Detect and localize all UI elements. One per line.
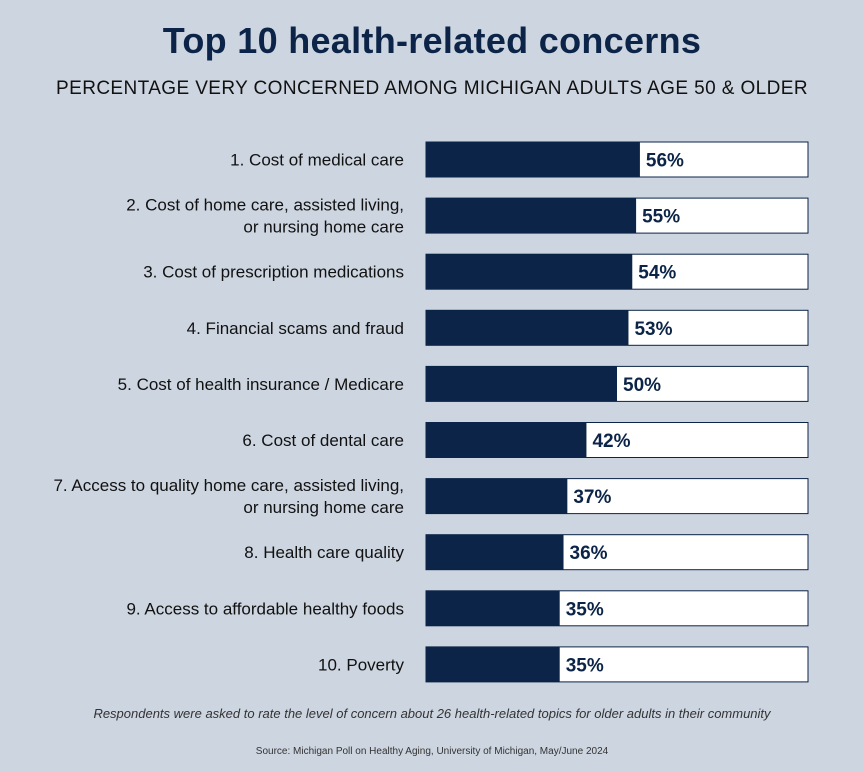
category-label: or nursing home care xyxy=(243,498,404,517)
chart-subtitle: PERCENTAGE VERY CONCERNED AMONG MICHIGAN… xyxy=(56,78,808,99)
source-note: Source: Michigan Poll on Healthy Aging, … xyxy=(255,746,609,757)
category-label: 2. Cost of home care, assisted living, xyxy=(126,196,404,215)
bar xyxy=(426,366,617,402)
bar-value-label: 56% xyxy=(646,151,684,172)
category-label: 4. Financial scams and fraud xyxy=(187,319,404,338)
bar xyxy=(426,590,560,626)
category-label: 3. Cost of prescription medications xyxy=(143,263,404,282)
category-label: 6. Cost of dental care xyxy=(242,431,404,450)
bar-value-label: 55% xyxy=(642,207,680,228)
footnote: Respondents were asked to rate the level… xyxy=(93,706,771,721)
category-label: 7. Access to quality home care, assisted… xyxy=(53,476,404,495)
bar xyxy=(426,254,633,290)
bar-value-label: 37% xyxy=(573,487,611,508)
bar-value-label: 36% xyxy=(570,543,608,564)
bar xyxy=(426,422,587,458)
bar xyxy=(426,198,637,234)
bar xyxy=(426,142,640,177)
category-label: 10. Poverty xyxy=(318,655,404,674)
bar-value-label: 54% xyxy=(638,263,676,284)
bar-value-label: 50% xyxy=(623,375,661,396)
bar-value-label: 35% xyxy=(566,599,604,620)
chart-title: Top 10 health-related concerns xyxy=(162,20,702,61)
bar-value-label: 35% xyxy=(566,655,604,676)
category-label: 1. Cost of medical care xyxy=(230,151,404,170)
category-label: or nursing home care xyxy=(243,218,404,237)
category-label: 5. Cost of health insurance / Medicare xyxy=(118,375,404,394)
bar-value-label: 42% xyxy=(592,431,630,452)
category-label: 9. Access to affordable healthy foods xyxy=(126,599,404,618)
category-label: 8. Health care quality xyxy=(244,543,404,562)
bar-value-label: 53% xyxy=(634,319,672,340)
bar xyxy=(426,310,629,346)
bar xyxy=(426,534,564,570)
bar xyxy=(426,646,560,682)
bar-chart: 56% 1. Cost of medical care 55% 2. Cost of … xyxy=(53,141,809,683)
bar xyxy=(426,478,568,514)
